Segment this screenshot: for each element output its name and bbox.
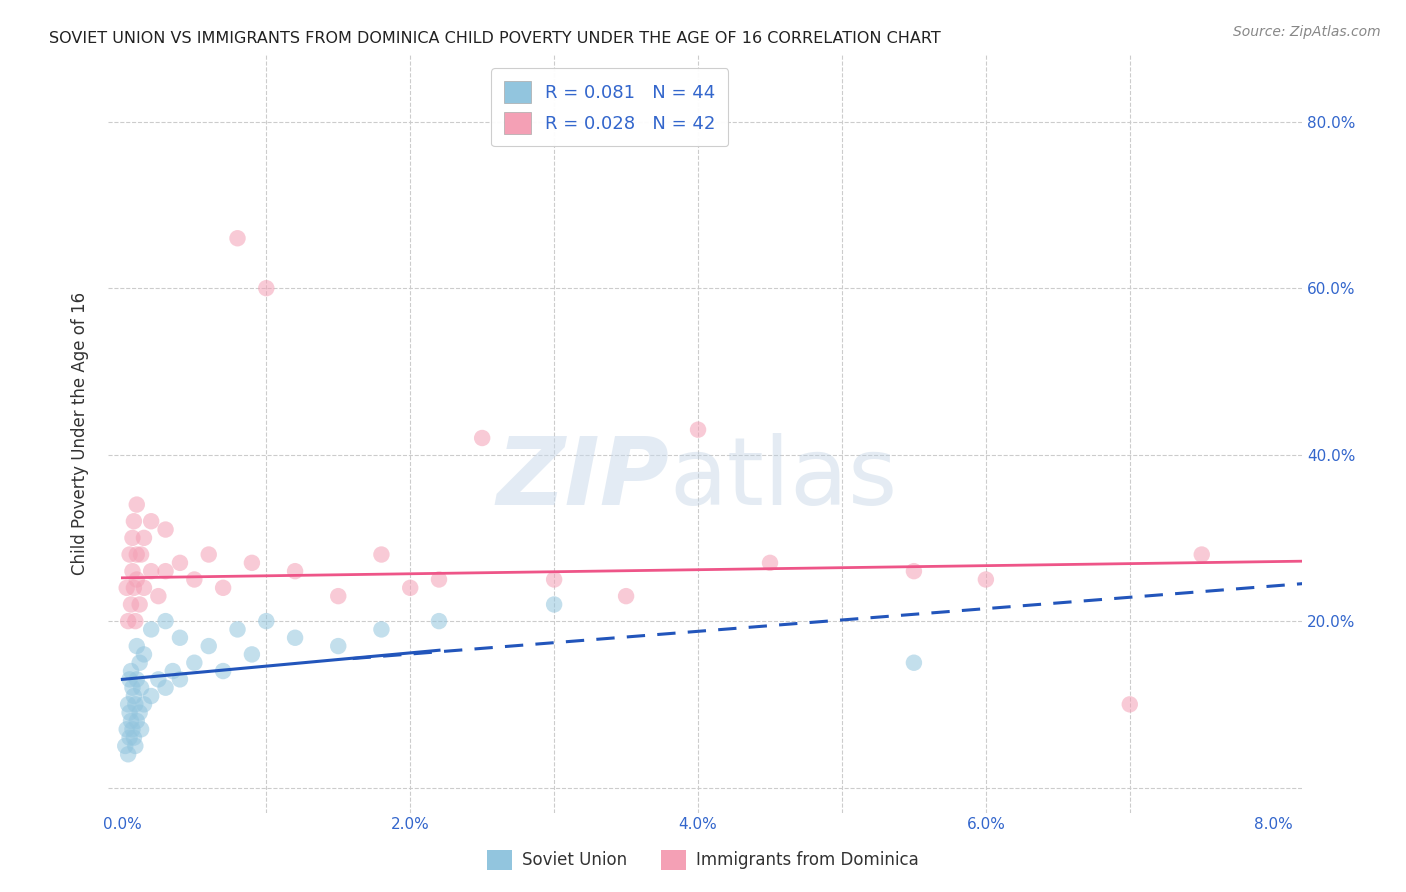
Point xyxy=(169,673,191,687)
Point xyxy=(183,656,205,670)
Point xyxy=(132,698,155,712)
Point xyxy=(121,531,143,545)
Point xyxy=(471,431,494,445)
Legend: Soviet Union, Immigrants from Dominica: Soviet Union, Immigrants from Dominica xyxy=(481,843,925,877)
Point xyxy=(124,739,146,753)
Point xyxy=(125,498,148,512)
Point xyxy=(284,631,307,645)
Point xyxy=(169,631,191,645)
Point xyxy=(124,698,146,712)
Point xyxy=(132,531,155,545)
Point xyxy=(118,673,141,687)
Point xyxy=(686,423,709,437)
Point xyxy=(117,698,139,712)
Point xyxy=(117,747,139,762)
Point xyxy=(328,639,350,653)
Point xyxy=(155,523,177,537)
Point xyxy=(125,639,148,653)
Point xyxy=(183,573,205,587)
Point xyxy=(128,706,150,720)
Point xyxy=(120,598,142,612)
Point xyxy=(129,723,152,737)
Point xyxy=(155,681,177,695)
Point xyxy=(427,573,450,587)
Y-axis label: Child Poverty Under the Age of 16: Child Poverty Under the Age of 16 xyxy=(72,293,89,575)
Text: ZIP: ZIP xyxy=(496,434,669,525)
Point xyxy=(974,573,997,587)
Text: Source: ZipAtlas.com: Source: ZipAtlas.com xyxy=(1233,25,1381,39)
Point xyxy=(121,681,143,695)
Point xyxy=(162,664,184,678)
Point xyxy=(427,614,450,628)
Point xyxy=(212,664,235,678)
Point xyxy=(121,564,143,578)
Point xyxy=(129,548,152,562)
Point xyxy=(1191,548,1213,562)
Point xyxy=(240,648,263,662)
Point xyxy=(128,656,150,670)
Point xyxy=(1119,698,1142,712)
Point xyxy=(370,623,392,637)
Point xyxy=(122,581,145,595)
Text: atlas: atlas xyxy=(669,434,897,525)
Point xyxy=(132,648,155,662)
Point xyxy=(759,556,782,570)
Point xyxy=(155,564,177,578)
Point xyxy=(240,556,263,570)
Point xyxy=(125,548,148,562)
Point xyxy=(120,714,142,728)
Legend: R = 0.081   N = 44, R = 0.028   N = 42: R = 0.081 N = 44, R = 0.028 N = 42 xyxy=(491,68,728,146)
Point xyxy=(903,656,925,670)
Point xyxy=(148,589,170,603)
Point xyxy=(115,581,138,595)
Point xyxy=(120,664,142,678)
Point xyxy=(543,598,565,612)
Point xyxy=(122,514,145,528)
Point xyxy=(370,548,392,562)
Point xyxy=(141,514,163,528)
Point xyxy=(129,681,152,695)
Point xyxy=(226,623,249,637)
Point xyxy=(124,614,146,628)
Point xyxy=(128,598,150,612)
Point xyxy=(284,564,307,578)
Point xyxy=(614,589,637,603)
Point xyxy=(117,614,139,628)
Point xyxy=(121,723,143,737)
Point xyxy=(197,548,219,562)
Point xyxy=(125,673,148,687)
Point xyxy=(148,673,170,687)
Point xyxy=(212,581,235,595)
Point xyxy=(132,581,155,595)
Point xyxy=(328,589,350,603)
Point xyxy=(399,581,422,595)
Point xyxy=(141,623,163,637)
Point xyxy=(125,573,148,587)
Point xyxy=(197,639,219,653)
Point xyxy=(226,231,249,245)
Point xyxy=(903,564,925,578)
Point xyxy=(155,614,177,628)
Point xyxy=(125,714,148,728)
Point xyxy=(115,723,138,737)
Point xyxy=(254,281,277,295)
Point xyxy=(254,614,277,628)
Point xyxy=(118,731,141,745)
Point xyxy=(114,739,136,753)
Point xyxy=(122,689,145,703)
Point xyxy=(543,573,565,587)
Point xyxy=(118,548,141,562)
Point xyxy=(169,556,191,570)
Point xyxy=(141,564,163,578)
Point xyxy=(122,731,145,745)
Point xyxy=(118,706,141,720)
Point xyxy=(141,689,163,703)
Text: SOVIET UNION VS IMMIGRANTS FROM DOMINICA CHILD POVERTY UNDER THE AGE OF 16 CORRE: SOVIET UNION VS IMMIGRANTS FROM DOMINICA… xyxy=(49,31,941,46)
